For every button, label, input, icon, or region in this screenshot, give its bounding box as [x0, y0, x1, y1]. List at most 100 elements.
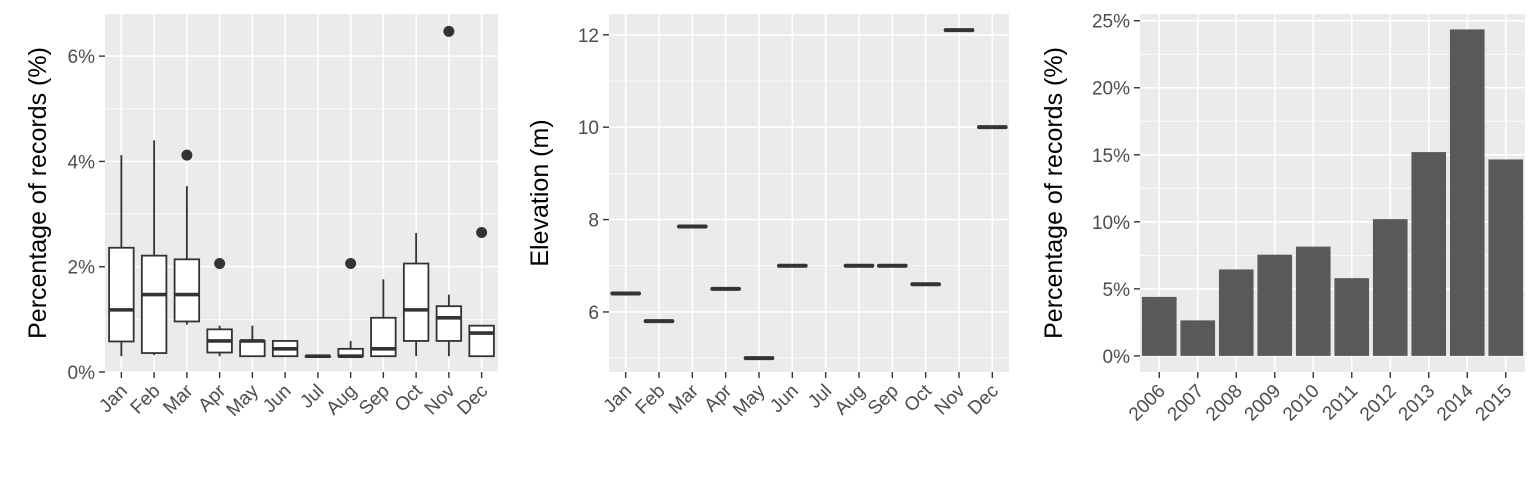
box-body: [140, 254, 168, 354]
box-aug: [337, 258, 364, 359]
bar-marks: [1141, 29, 1524, 356]
box-sep: [370, 279, 397, 358]
x-tick-label: Apr: [700, 380, 736, 416]
y-axis-title: Elevation (m): [526, 119, 554, 266]
x-tick-label: 2009: [1241, 381, 1286, 426]
box-dec: [468, 226, 495, 358]
x-tick-label: Oct: [391, 380, 427, 416]
box-mar: [173, 149, 201, 325]
y-tick-label: 10%: [1092, 213, 1130, 234]
bar-2015: [1488, 159, 1524, 356]
x-tick-label: Sep: [864, 381, 903, 420]
bar-2012: [1372, 219, 1408, 356]
box-body: [108, 246, 135, 343]
box-body: [402, 262, 430, 342]
box-body: [468, 324, 495, 358]
elevation-marks: [610, 28, 1008, 361]
bar-2007: [1180, 320, 1216, 356]
outlier-point: [181, 149, 193, 161]
x-tick-label: 2008: [1202, 381, 1247, 426]
y-axis: 0% 5% 10% 15% 20% 25%: [1092, 12, 1140, 368]
box-apr: [206, 258, 233, 357]
y-tick-label: 6: [588, 303, 599, 324]
x-tick-label: 2013: [1395, 381, 1440, 426]
y-tick-label: 8: [588, 211, 599, 232]
y-tick-label: 25%: [1092, 12, 1130, 33]
box-may: [239, 325, 266, 358]
y-axis-title: Percentage of records (%): [24, 47, 52, 339]
x-tick-label: Mar: [665, 380, 703, 418]
x-tick-label: 2014: [1433, 380, 1478, 425]
box-feb: [140, 140, 168, 356]
x-tick-label: Jun: [259, 381, 296, 418]
x-tick-label: Apr: [194, 380, 230, 416]
y-tick-label: 10: [578, 118, 599, 139]
box-body: [173, 258, 201, 323]
x-tick-label: Jan: [95, 381, 132, 418]
x-tick-label: Jun: [766, 381, 803, 418]
x-tick-label: Sep: [355, 381, 394, 420]
x-tick-label: Aug: [322, 381, 361, 420]
box-oct: [402, 233, 430, 357]
x-tick-label: Nov: [421, 380, 460, 419]
y-tick-label: 15%: [1092, 146, 1130, 167]
y-axis: 6 8 10 12: [578, 26, 609, 324]
boxplot-marks: [108, 25, 495, 359]
outlier-point: [214, 258, 226, 270]
box-jan: [108, 155, 135, 357]
plot-background: [105, 14, 498, 372]
y-tick-label: 5%: [1103, 280, 1131, 301]
x-tick-label: 2006: [1125, 381, 1170, 426]
box-jun: [271, 340, 299, 358]
bar-2014: [1449, 29, 1485, 356]
bar-2010: [1295, 246, 1331, 356]
y-axis: 0% 2% 4% 6%: [68, 47, 105, 384]
outlier-point: [345, 258, 357, 270]
x-tick-label: 2012: [1356, 381, 1401, 426]
x-tick-label: Dec: [453, 381, 492, 420]
bar-2008: [1218, 269, 1254, 356]
bar-2013: [1411, 152, 1447, 356]
bar-2009: [1257, 254, 1293, 356]
gridlines: [609, 14, 1009, 372]
x-tick-label: May: [223, 380, 264, 421]
y-tick-label: 0%: [1103, 347, 1131, 368]
x-tick-label: Aug: [831, 381, 870, 420]
y-tick-label: 4%: [68, 152, 96, 173]
box-nov: [435, 25, 463, 357]
y-tick-label: 6%: [68, 47, 96, 68]
y-axis-title: Percentage of records (%): [1040, 47, 1068, 339]
y-tick-label: 12: [578, 26, 599, 47]
year-bar-panel: 0%5%10%15%20%25% 20062007200820092010201…: [1040, 12, 1525, 425]
x-tick-label: Nov: [931, 380, 970, 419]
x-tick-label: 2011: [1319, 381, 1363, 425]
x-tick-label: May: [729, 380, 770, 421]
plot-background: [609, 14, 1009, 372]
y-tick-label: 0%: [68, 363, 96, 384]
y-tick-label: 20%: [1092, 79, 1130, 100]
x-tick-label: 2007: [1164, 381, 1209, 426]
box-body: [239, 340, 266, 358]
x-tick-label: Feb: [127, 381, 165, 419]
x-tick-label: 2015: [1472, 381, 1517, 426]
box-body: [435, 305, 463, 342]
bar-2011: [1334, 278, 1370, 356]
x-tick-label: Jul: [296, 381, 328, 413]
x-tick-label: Feb: [632, 381, 670, 419]
x-tick-label: 2010: [1279, 381, 1324, 426]
outlier-point: [443, 25, 455, 37]
bar-2006: [1141, 296, 1177, 356]
x-tick-label: Dec: [964, 381, 1003, 420]
x-tick-label: Mar: [159, 380, 197, 418]
x-tick-label: Jan: [600, 381, 637, 418]
box-jul: [304, 354, 332, 359]
x-tick-label: Oct: [900, 380, 936, 416]
x-tick-label: Jul: [804, 381, 836, 413]
y-tick-label: 2%: [68, 258, 96, 279]
